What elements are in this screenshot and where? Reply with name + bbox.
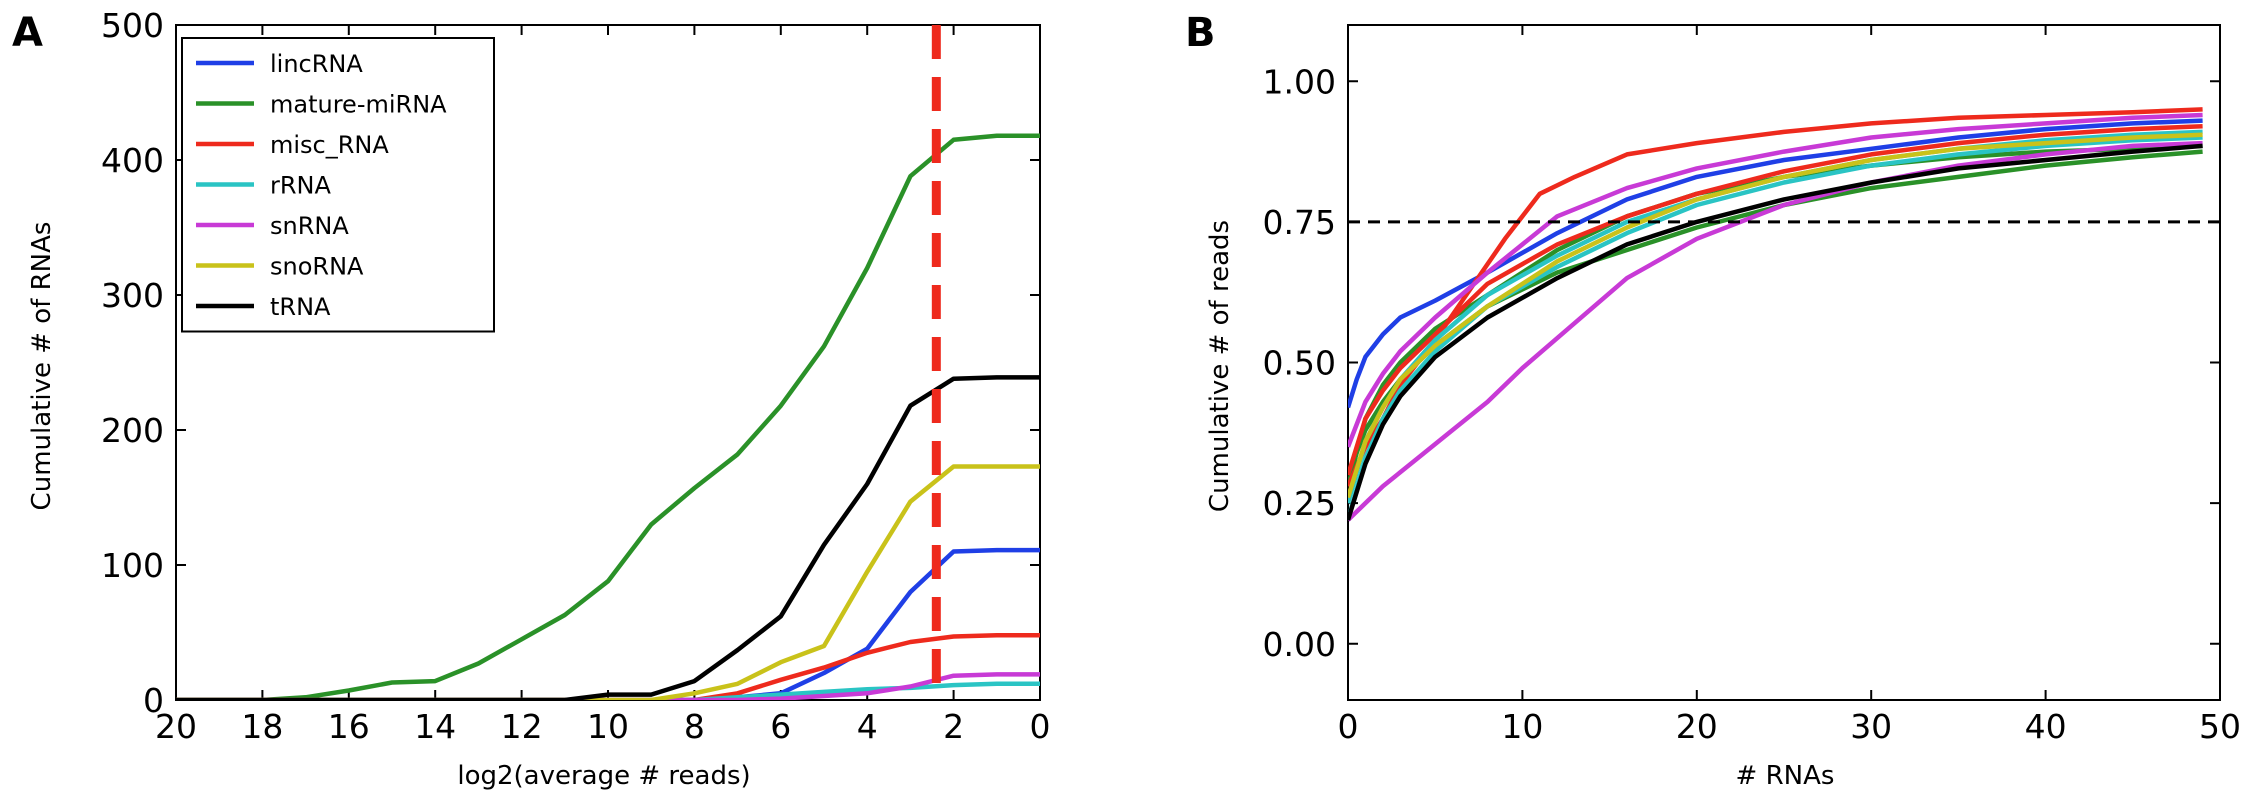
series-line-series-9: [1348, 132, 2203, 499]
series-line-series-5: [1348, 135, 2203, 521]
series-group: [176, 133, 1040, 700]
legend-label: rRNA: [270, 172, 331, 200]
series-line-tRNA: [176, 375, 1040, 700]
panel-a-label: A: [12, 10, 43, 56]
y-tick-label: 200: [101, 411, 164, 450]
panel-a-legend: lincRNA mature-miRNA misc_RNA rRNA snRNA snoR…: [181, 37, 495, 333]
x-tick-label: 4: [857, 707, 878, 746]
legend-label: tRNA: [270, 293, 331, 321]
y-tick-label: 300: [101, 276, 164, 315]
panel-b-plot-area: 0 10 20 30 40 50 0.00 0.25 0.50 0.75 1.00: [1263, 24, 2241, 746]
x-tick-label: 40: [2025, 707, 2067, 746]
series-line-snoRNA: [176, 464, 1040, 700]
x-tick-label: 20: [155, 707, 197, 746]
y-tick-label: 100: [101, 546, 164, 585]
y-tick-label: 400: [101, 141, 164, 180]
legend-label: misc_RNA: [270, 131, 389, 159]
x-tick-label: 18: [241, 707, 283, 746]
series-line-series-8: [1348, 112, 2203, 448]
panel-b-y-axis-label: Cumulative # of reads: [1205, 220, 1235, 512]
y-tick-label: 500: [101, 6, 164, 45]
series-line-lincRNA: [176, 547, 1040, 700]
legend-label: mature-miRNA: [270, 91, 447, 119]
x-tick-label: 0: [1030, 707, 1051, 746]
series-line-mature-miRNA: [176, 133, 1040, 700]
panel-a-y-axis-label: Cumulative # of RNAs: [27, 222, 57, 511]
legend-label: snRNA: [270, 212, 349, 240]
x-tick-label: 6: [770, 707, 791, 746]
x-tick-label: 14: [414, 707, 456, 746]
x-tick-label: 12: [501, 707, 543, 746]
legend-label: snoRNA: [270, 253, 364, 281]
x-tick-label: 8: [684, 707, 705, 746]
x-tick-label: 10: [587, 707, 629, 746]
x-tick-label: 20: [1676, 707, 1718, 746]
series-line-rRNA: [176, 681, 1040, 700]
legend-label: lincRNA: [270, 50, 363, 78]
panel-b-x-axis-label: # RNAs: [1736, 761, 1835, 791]
panel-a-x-axis-label: log2(average # reads): [457, 761, 750, 791]
x-tick-label: 0: [1338, 707, 1359, 746]
y-tick-label: 0.25: [1263, 484, 1336, 523]
y-tick-label: 0.00: [1263, 625, 1336, 664]
panel-b-label: B: [1185, 10, 1216, 56]
series-group: [1348, 107, 2203, 522]
series-line-misc_RNA: [176, 632, 1040, 700]
x-tick-label: 10: [1501, 707, 1543, 746]
y-tick-label: 0.50: [1263, 344, 1336, 383]
x-tick-label: 16: [328, 707, 370, 746]
panel-b: B 0 10 20 30 40 50 0.00 0.25 0.50 0.75 1.00 # RNAs…: [1185, 10, 2241, 791]
series-line-series-10: [1348, 143, 2203, 521]
y-tick-label: 0.75: [1263, 203, 1336, 242]
series-line-series-0: [1348, 118, 2203, 409]
x-tick-label: 2: [943, 707, 964, 746]
series-line-series-7: [1348, 140, 2203, 522]
y-tick-label: 0: [143, 681, 164, 720]
x-tick-label: 30: [1850, 707, 1892, 746]
series-line-series-4: [1348, 124, 2203, 476]
x-tick-label: 50: [2199, 707, 2241, 746]
y-tick-label: 1.00: [1263, 62, 1336, 101]
series-line-snRNA: [176, 672, 1040, 700]
